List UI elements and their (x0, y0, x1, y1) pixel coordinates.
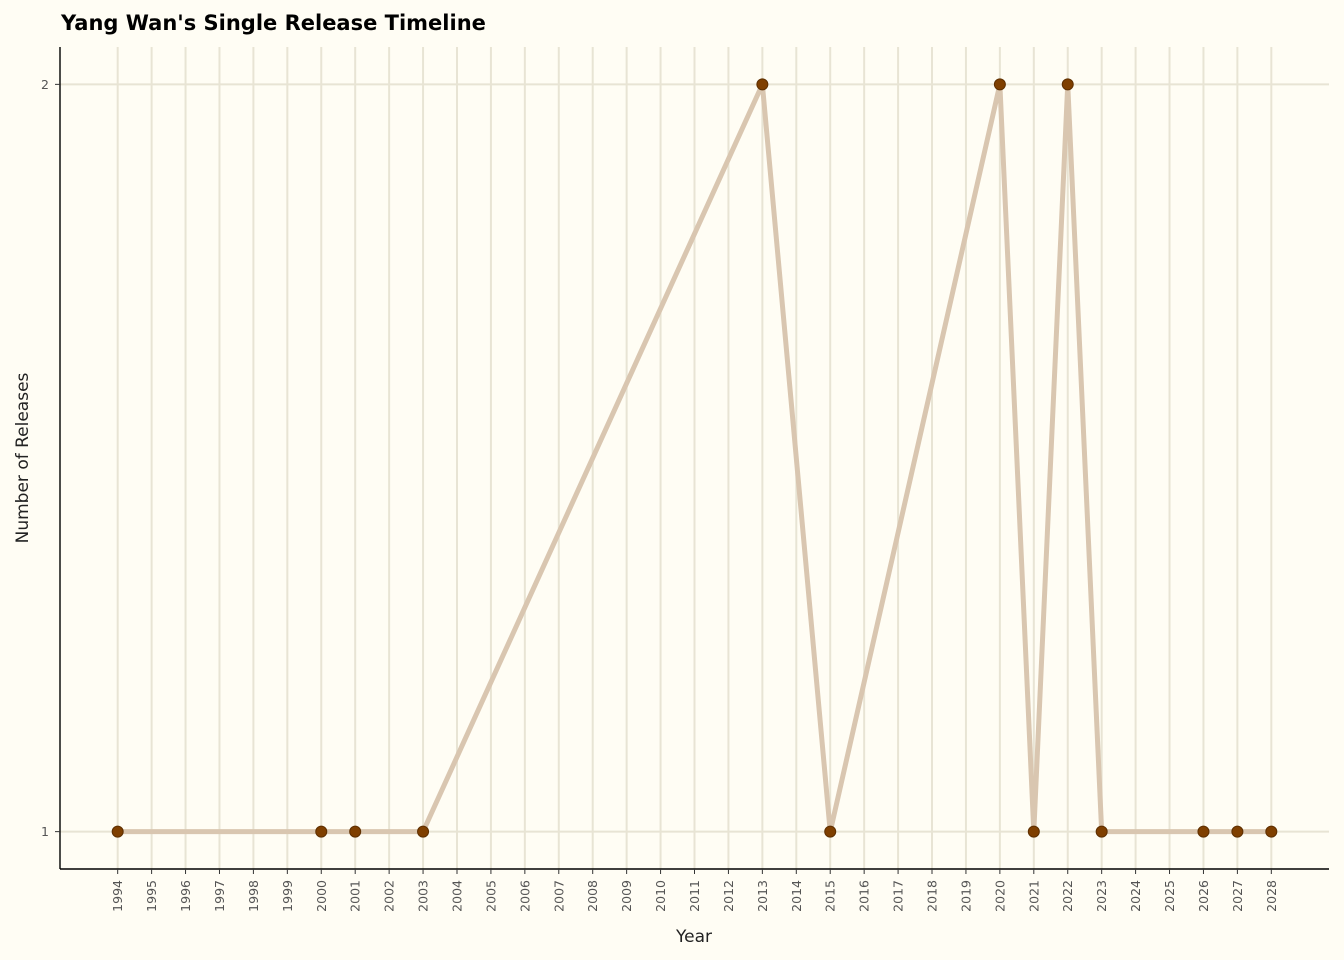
data-point (756, 78, 769, 91)
data-point (315, 825, 328, 838)
x-tick-label: 1994 (110, 880, 125, 912)
x-tick-label: 2004 (449, 880, 464, 912)
x-tick-label: 2014 (789, 880, 804, 912)
x-tick-label: 2023 (1094, 880, 1109, 912)
x-tick-label: 2016 (857, 880, 872, 912)
series (111, 78, 1278, 838)
data-point (1061, 78, 1074, 91)
x-axis-ticks: 1994 1995 1996 1997 1998 1999 2000 2001 2002 2003… (110, 869, 1279, 912)
x-tick-label: 2008 (585, 880, 600, 912)
y-tick-label: 1 (41, 824, 49, 839)
x-tick-label: 2020 (992, 880, 1007, 912)
x-tick-label: 2007 (551, 880, 566, 912)
x-tick-label: 2003 (416, 880, 431, 912)
y-tick-label: 2 (41, 77, 49, 92)
data-point (1231, 825, 1244, 838)
y-axis-title: Number of Releases (13, 372, 33, 543)
x-tick-label: 2024 (1128, 880, 1143, 912)
x-tick-label: 2022 (1060, 880, 1075, 912)
x-tick-label: 2021 (1026, 880, 1041, 912)
x-tick-label: 2000 (314, 880, 329, 912)
x-tick-label: 2005 (483, 880, 498, 912)
data-point (1197, 825, 1210, 838)
y-axis-ticks: 12 (41, 77, 60, 839)
x-tick-label: 2017 (891, 880, 906, 912)
data-point (417, 825, 430, 838)
x-tick-label: 2018 (925, 880, 940, 912)
x-tick-label: 2028 (1264, 880, 1279, 912)
chart-title: Yang Wan's Single Release Timeline (60, 11, 486, 35)
x-tick-label: 1995 (144, 880, 159, 912)
x-tick-label: 1996 (178, 880, 193, 912)
data-point (1027, 825, 1040, 838)
x-tick-label: 2015 (823, 880, 838, 912)
x-tick-label: 2025 (1162, 880, 1177, 912)
x-tick-label: 2009 (619, 880, 634, 912)
x-tick-label: 2026 (1196, 880, 1211, 912)
x-tick-label: 2006 (517, 880, 532, 912)
data-point (1265, 825, 1278, 838)
x-axis-title: Year (675, 927, 712, 947)
data-point (824, 825, 837, 838)
x-tick-label: 2011 (687, 880, 702, 912)
x-tick-label: 2019 (958, 880, 973, 912)
data-point (993, 78, 1006, 91)
data-point (349, 825, 362, 838)
x-tick-label: 2027 (1230, 880, 1245, 912)
grid (60, 47, 1329, 869)
x-tick-label: 1998 (246, 880, 261, 912)
x-tick-label: 2010 (653, 880, 668, 912)
x-tick-label: 1997 (212, 880, 227, 912)
x-tick-label: 1999 (280, 880, 295, 912)
data-point (1095, 825, 1108, 838)
x-tick-label: 2001 (348, 880, 363, 912)
x-tick-label: 2002 (382, 880, 397, 912)
x-tick-label: 2013 (755, 880, 770, 912)
x-tick-label: 2012 (721, 880, 736, 912)
data-point (111, 825, 124, 838)
